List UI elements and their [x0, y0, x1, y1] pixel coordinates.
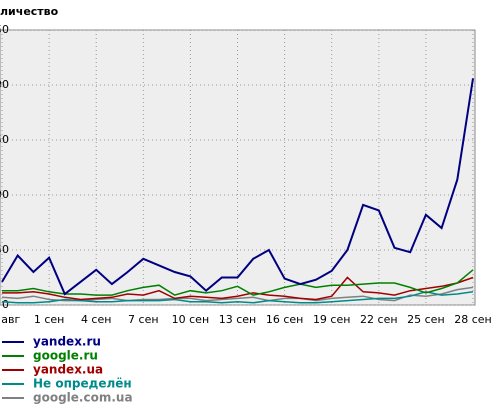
x-tick-label: 16 сен — [266, 313, 304, 326]
x-tick-label: 4 сен — [81, 313, 112, 326]
x-tick-label: 25 сен — [407, 313, 445, 326]
x-tick-label: 7 сен — [128, 313, 159, 326]
y-tick-label: 0 — [2, 298, 9, 311]
chart-title: личество — [0, 5, 59, 18]
series-line — [2, 269, 474, 296]
series-line — [2, 276, 474, 301]
x-tick-label: 10 сен — [172, 313, 210, 326]
x-tick-label: 13 сен — [219, 313, 257, 326]
plot-area — [0, 29, 476, 306]
x-tick-label: 1 сен — [34, 313, 65, 326]
legend-label: google.ru — [33, 349, 98, 363]
series-line — [1, 78, 474, 296]
legend-label: yandex.ru — [33, 335, 101, 349]
x-tick-label: 19 сен — [313, 313, 351, 326]
legend-label: Не определён — [33, 377, 132, 391]
x-tick-label: 22 сен — [360, 313, 398, 326]
x-tick-label: 28 сен — [454, 313, 492, 326]
x-tick-label: 29 авг — [0, 313, 20, 326]
series-line — [1, 291, 474, 304]
legend-label: google.com.ua — [33, 391, 133, 405]
legend-label: yandex.ua — [33, 363, 103, 377]
